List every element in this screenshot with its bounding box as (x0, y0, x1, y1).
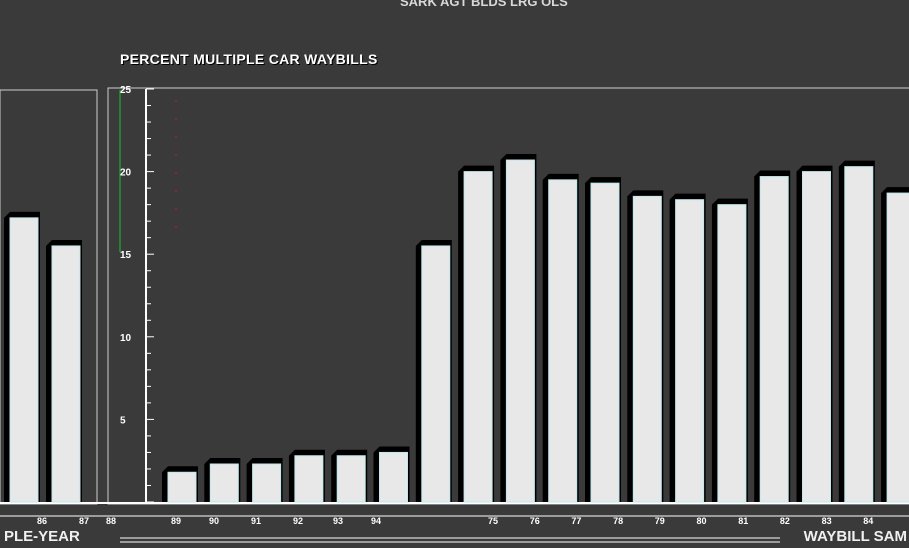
bar-face (463, 171, 493, 503)
bar-face (759, 176, 789, 503)
bar-91 (288, 449, 325, 503)
bar-face (51, 245, 81, 503)
bar-face (421, 245, 451, 503)
bar-82 (754, 170, 791, 503)
x-tick-label: 94 (371, 516, 381, 526)
bar-77 (542, 173, 579, 503)
bar-face (252, 463, 282, 503)
window-top-title: SARK AGT BLDS LRG OLS (400, 0, 568, 9)
bar-75 (458, 165, 495, 503)
bar-face (379, 451, 408, 503)
x-tick-label: 83 (822, 516, 832, 526)
bar-93 (373, 446, 410, 503)
bar-face (9, 217, 39, 503)
y-tick-label: 20 (120, 168, 132, 179)
bar-face (548, 179, 578, 503)
bar-face (632, 195, 662, 503)
x-tick-label: 88 (106, 516, 116, 526)
bar-face (717, 204, 747, 503)
x-tick-label: 81 (738, 516, 748, 526)
x-tick-label: 91 (251, 516, 261, 526)
bar-78 (585, 177, 621, 503)
x-tick-label: 80 (696, 516, 706, 526)
bar-81 (711, 198, 748, 503)
footer-left-label: PLE-YEAR (4, 528, 80, 545)
bar-79 (627, 190, 664, 503)
bar-90 (246, 458, 283, 503)
bar-87 (46, 239, 82, 503)
x-tick-label: 76 (530, 516, 540, 526)
bar-face (336, 455, 366, 503)
x-tick-label: 78 (613, 516, 623, 526)
panel-frames (0, 87, 909, 543)
x-tick-label: 77 (571, 516, 581, 526)
chart-title: PERCENT MULTIPLE CAR WAYBILLS (120, 51, 378, 67)
x-tick-labels: 86 87 88 89 90 91 92 93 94 75 76 77 78 79 80 81 82 83 84 (37, 516, 873, 526)
bar-92 (331, 449, 368, 503)
x-tick-label: 90 (209, 516, 219, 526)
left-panel-bars (4, 211, 82, 503)
bar-face (505, 159, 535, 503)
bar-face (294, 455, 324, 503)
bar-84 (838, 160, 875, 503)
x-tick-label: 82 (780, 516, 790, 526)
bar-76 (500, 154, 537, 503)
bar-face (844, 166, 874, 503)
x-tick-label: 89 (171, 516, 181, 526)
y-tick-label: 5 (120, 415, 126, 426)
x-tick-label: 93 (333, 516, 343, 526)
bar-80 (669, 193, 706, 503)
bar-94 (415, 239, 452, 503)
main-panel-bars (162, 154, 909, 503)
bar-face (590, 182, 620, 503)
y-axis: 5 10 15 20 25 (119, 85, 177, 503)
x-tick-label: 79 (655, 516, 665, 526)
x-tick-label: 75 (488, 516, 498, 526)
y-tick-label: 25 (120, 85, 132, 96)
bar-89 (204, 458, 241, 503)
bar-face (886, 192, 909, 503)
x-tick-label: 92 (293, 516, 303, 526)
bar-85 (881, 187, 909, 503)
bar-face (675, 199, 705, 503)
bar-83 (796, 165, 833, 503)
bar-face (802, 171, 831, 503)
x-tick-label: 87 (79, 516, 89, 526)
bar-face (209, 463, 239, 503)
bar-88 (162, 466, 198, 503)
bar-face (167, 471, 197, 503)
bar-86 (4, 211, 40, 503)
y-tick-label: 15 (120, 250, 132, 261)
footer-right-label: WAYBILL SAM (803, 528, 907, 545)
x-tick-label: 86 (37, 516, 47, 526)
x-tick-label: 84 (863, 516, 873, 526)
y-tick-label: 10 (120, 333, 132, 344)
